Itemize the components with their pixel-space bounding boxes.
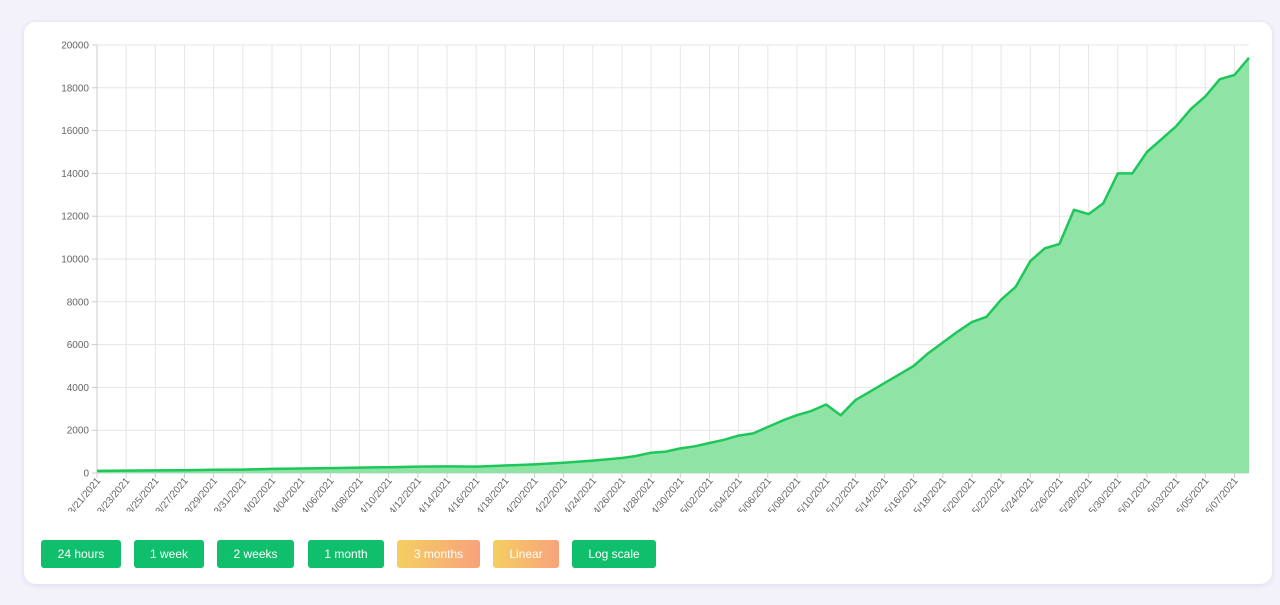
y-tick-label: 0 (83, 469, 89, 480)
series-line (96, 56, 1250, 473)
y-tick-label: 4000 (67, 383, 90, 394)
chart-card: 0 2000 4000 6000 8000 10000 12000 14000 16000 180… (24, 22, 1272, 584)
series-area (97, 57, 1249, 474)
y-tick-label: 20000 (61, 41, 89, 52)
range-button-3-months[interactable]: 3 months (397, 540, 480, 568)
y-tick-label: 16000 (61, 126, 89, 137)
chart: 0 2000 4000 6000 8000 10000 12000 14000 16000 180… (61, 41, 1250, 512)
y-tick-label: 12000 (61, 212, 89, 223)
y-tick-label: 14000 (61, 169, 89, 180)
x-axis: 03/21/202103/23/202103/25/202103/27/2021… (63, 472, 1249, 512)
range-button-linear[interactable]: Linear (493, 540, 559, 568)
y-tick-label: 10000 (61, 255, 89, 266)
y-tick-label: 6000 (67, 340, 90, 351)
y-tick-label: 2000 (67, 426, 90, 437)
range-button-log-scale[interactable]: Log scale (572, 540, 656, 568)
range-button-1-month[interactable]: 1 month (308, 540, 384, 568)
y-tick-label: 18000 (61, 83, 89, 94)
range-button-1-week[interactable]: 1 week (134, 540, 204, 568)
range-button-24-hours[interactable]: 24 hours (41, 540, 121, 568)
range-button-2-weeks[interactable]: 2 weeks (217, 540, 294, 568)
y-tick-label: 8000 (67, 297, 90, 308)
y-axis: 0 2000 4000 6000 8000 10000 12000 14000 16000 180… (61, 41, 98, 480)
